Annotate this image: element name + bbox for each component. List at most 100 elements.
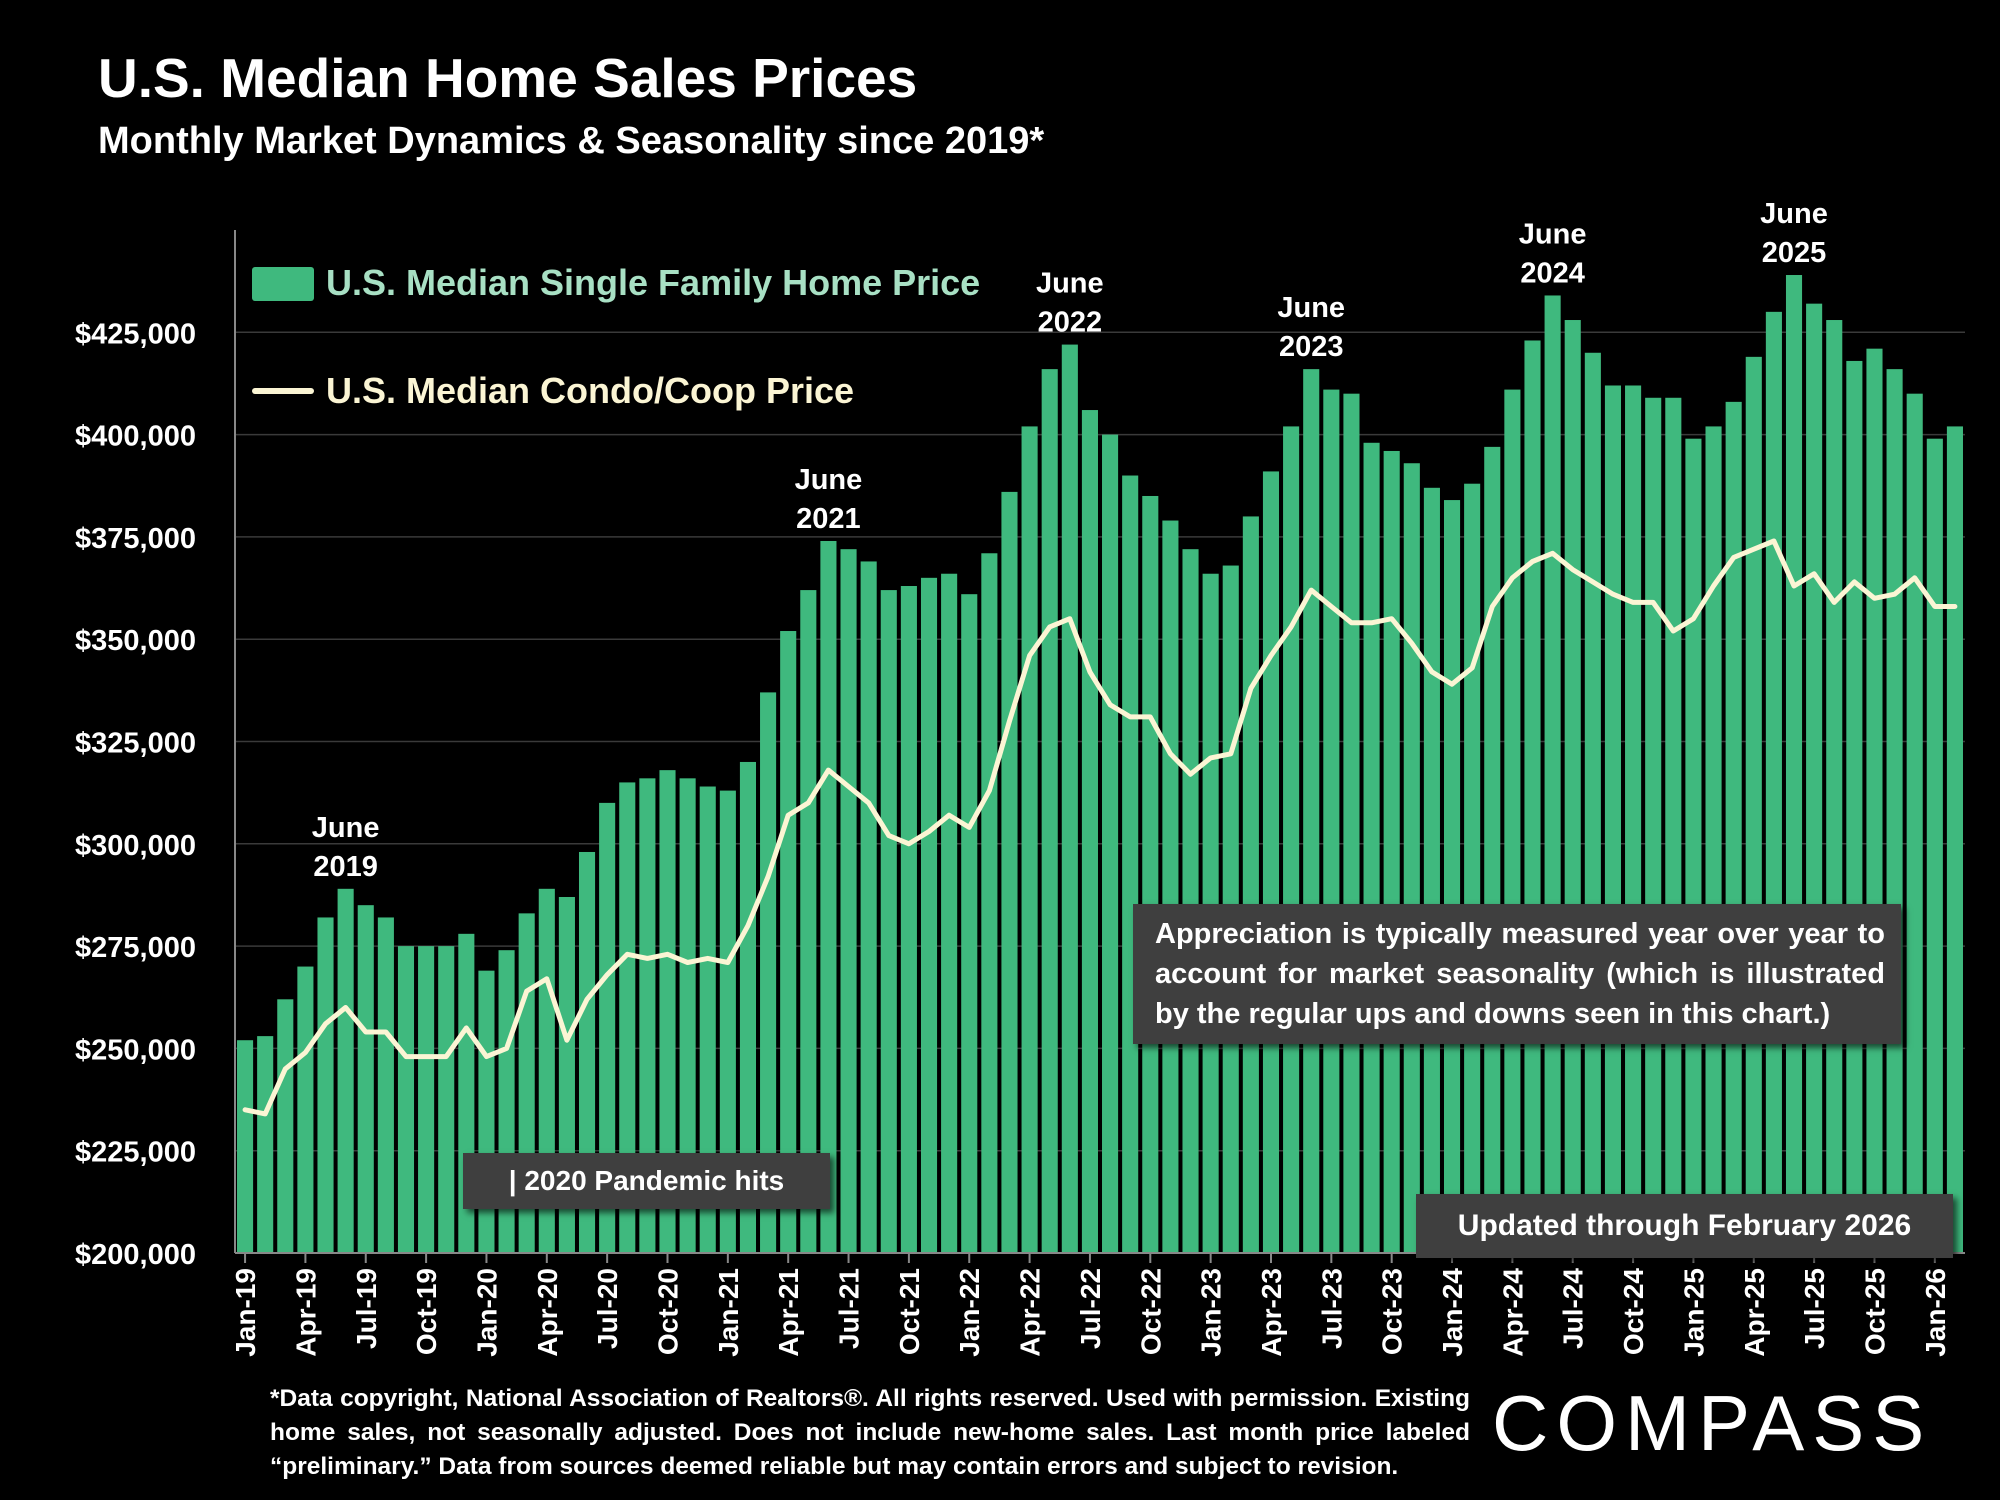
bar (1001, 491, 1018, 1253)
bar (1081, 410, 1098, 1254)
x-tick-label: Oct-20 (653, 1268, 684, 1355)
bar (719, 790, 736, 1253)
bar (1765, 311, 1782, 1254)
bar (297, 966, 314, 1253)
x-tick-label: Apr-21 (773, 1268, 804, 1357)
peak-label-year: 2024 (1520, 257, 1585, 289)
bar (780, 631, 797, 1253)
bar (1725, 401, 1742, 1253)
peak-label-month: June (1036, 268, 1104, 300)
peak-label-year: 2019 (313, 851, 378, 883)
x-tick-label: Jul-22 (1075, 1268, 1106, 1349)
bar (1906, 393, 1923, 1253)
bar-series (237, 275, 1963, 1254)
bar (1182, 549, 1199, 1253)
bar (1886, 369, 1903, 1253)
bar (880, 590, 897, 1253)
x-tick-label: Apr-22 (1015, 1268, 1046, 1357)
bar (478, 970, 495, 1253)
bar (1142, 495, 1159, 1254)
bar (1785, 275, 1803, 1254)
x-tick-label: Oct-22 (1135, 1268, 1166, 1355)
bar (981, 553, 998, 1253)
bar (1423, 487, 1440, 1253)
bar (1745, 356, 1762, 1253)
x-tick-label: Jan-24 (1437, 1268, 1468, 1357)
bar (1041, 369, 1058, 1253)
bar (599, 802, 616, 1253)
bar (1584, 352, 1601, 1253)
bar (860, 561, 877, 1253)
x-tick-label: Jan-20 (471, 1268, 502, 1357)
condo-price-line (242, 538, 1958, 1117)
bar (800, 590, 817, 1253)
bar (1544, 295, 1561, 1253)
bar (1866, 348, 1883, 1254)
y-tick-label: $200,000 (75, 1239, 196, 1271)
x-tick-label: Jul-25 (1799, 1268, 1830, 1349)
x-tick-label: Jan-25 (1678, 1268, 1709, 1357)
x-tick-label: Apr-25 (1739, 1268, 1770, 1357)
bar (679, 778, 696, 1253)
x-tick-label: Jul-23 (1316, 1268, 1347, 1349)
bar (1484, 446, 1501, 1254)
peak-label-month: June (1519, 218, 1587, 250)
x-tick-label: Apr-24 (1497, 1268, 1528, 1357)
bar (941, 573, 958, 1253)
x-tick-label: Oct-21 (894, 1268, 925, 1355)
bar (1705, 426, 1722, 1253)
bar (739, 761, 757, 1253)
legend-bar-swatch (252, 267, 314, 301)
bar (397, 946, 415, 1253)
y-axis-tick-labels: $200,000 $225,000 $250,000 $275,000 $300,000… (75, 318, 196, 1271)
y-tick-label: $325,000 (75, 728, 196, 760)
bar (1443, 500, 1461, 1253)
bar (1383, 450, 1400, 1253)
bar (1564, 320, 1581, 1253)
x-tick-label: Jan-21 (713, 1268, 744, 1357)
bar (1102, 434, 1119, 1254)
bar (377, 917, 394, 1253)
bar (1946, 426, 1963, 1253)
x-tick-label: Apr-20 (532, 1268, 563, 1357)
peak-label-month: June (312, 812, 380, 844)
legend-bar-label: U.S. Median Single Family Home Price (326, 262, 980, 303)
x-tick-label: Oct-23 (1377, 1268, 1408, 1355)
x-tick-label: Jan-22 (954, 1268, 985, 1357)
y-tick-label: $375,000 (75, 523, 196, 555)
bar (1846, 360, 1863, 1254)
footnote: *Data copyright, National Association of… (270, 1385, 1470, 1480)
x-tick-label: Jul-21 (834, 1268, 865, 1349)
bar (1625, 385, 1642, 1254)
bar (659, 770, 676, 1253)
bar (1464, 483, 1481, 1254)
pandemic-annotation: | 2020 Pandemic hits (463, 1153, 830, 1209)
bar (1685, 438, 1702, 1253)
bar (1604, 385, 1622, 1254)
bar (961, 594, 978, 1253)
bar (277, 999, 294, 1253)
bar (1242, 516, 1259, 1253)
bar (1524, 340, 1541, 1253)
bar (760, 692, 777, 1253)
peak-label-year: 2025 (1762, 237, 1827, 269)
bar (619, 782, 636, 1253)
x-tick-label: Jan-23 (1196, 1268, 1227, 1357)
x-tick-label: Jan-19 (230, 1268, 261, 1357)
bar (840, 549, 857, 1253)
bar (1303, 369, 1320, 1253)
bar (1504, 389, 1521, 1253)
bar (1061, 344, 1078, 1253)
x-tick-label: Oct-24 (1618, 1268, 1649, 1356)
peak-label-year: 2021 (796, 503, 861, 535)
updated-badge: Updated through February 2026 (1416, 1194, 1953, 1258)
y-tick-label: $350,000 (75, 625, 196, 657)
bar (820, 540, 837, 1253)
x-tick-label: Oct-25 (1859, 1268, 1890, 1355)
bar (920, 577, 938, 1253)
chart-title: U.S. Median Home Sales Prices (98, 47, 918, 109)
y-tick-label: $225,000 (75, 1137, 196, 1169)
bar (438, 946, 455, 1253)
bar (639, 778, 656, 1253)
bar (1283, 426, 1300, 1253)
